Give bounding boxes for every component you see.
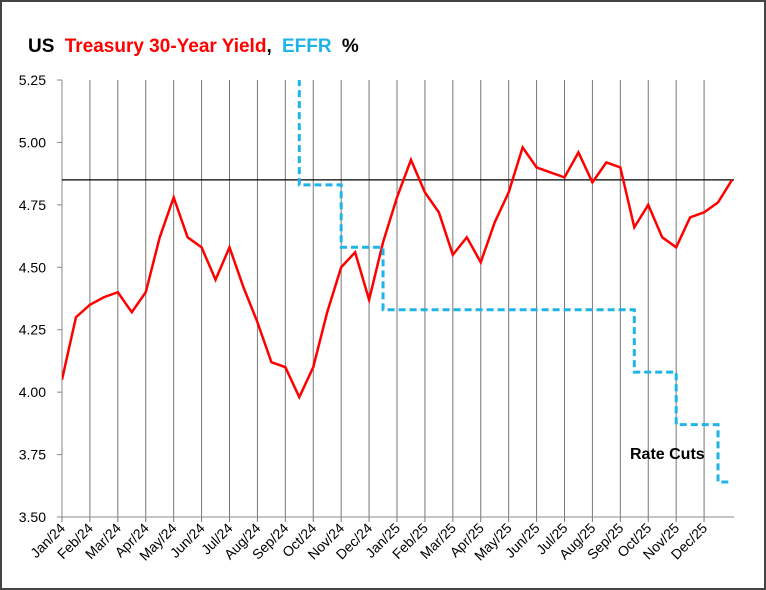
y-tick-label: 5.25: [19, 72, 46, 88]
y-tick-label: 5.00: [19, 134, 46, 150]
title-part: %: [342, 36, 359, 57]
title-series: EFFR: [282, 36, 332, 57]
y-tick-label: 4.00: [19, 384, 46, 400]
y-tick-label: 3.50: [19, 509, 46, 525]
title-series: Treasury 30-Year Yield: [65, 36, 267, 57]
y-tick-label: 4.75: [19, 197, 46, 213]
yield-line: [62, 144, 734, 401]
title-part: US: [28, 36, 54, 57]
y-tick-label: 4.25: [19, 322, 46, 338]
plot-area: [62, 80, 734, 484]
effr-line: [297, 80, 732, 484]
chart-title: US Treasury 30-Year Yield, EFFR %: [28, 36, 359, 57]
y-tick-label: 4.50: [19, 259, 46, 275]
title-part: ,: [266, 36, 271, 57]
y-tick-label: 3.75: [19, 447, 46, 463]
annotation: Rate Cuts: [630, 446, 705, 463]
